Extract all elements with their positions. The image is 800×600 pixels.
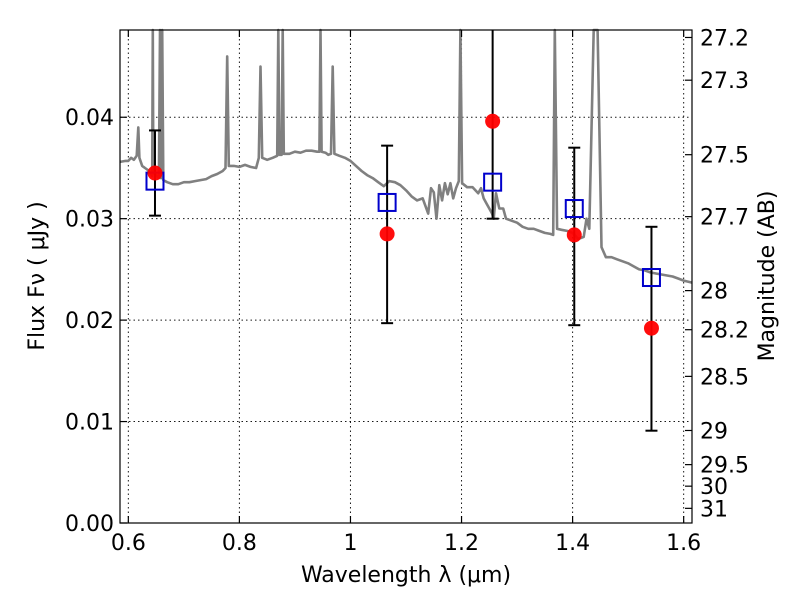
y-axis-title: Flux Fν ( μJy ) xyxy=(25,201,50,350)
circle-point xyxy=(566,227,582,243)
circle-point xyxy=(379,226,395,242)
square-point xyxy=(377,192,397,212)
model-spectrum xyxy=(119,28,693,284)
x-tick-label: 1 xyxy=(343,531,357,556)
mag-tick-label: 30 xyxy=(700,475,728,500)
mag-tick-label: 29.5 xyxy=(700,454,749,479)
spectrum-line xyxy=(119,28,693,284)
plot-frame xyxy=(119,29,693,524)
mag-tick-label: 27.3 xyxy=(700,69,749,94)
y-tick-label: 0.04 xyxy=(65,106,114,131)
data-points xyxy=(145,113,661,336)
y2-axis-title: Magnitude (AB) xyxy=(755,191,780,362)
x-tick-label: 0.6 xyxy=(111,531,146,556)
mag-tick-label: 31 xyxy=(700,497,728,522)
y-tick-label: 0.02 xyxy=(65,309,114,334)
mag-tick-label: 28.2 xyxy=(700,319,749,344)
mag-tick-label: 28.5 xyxy=(700,365,749,390)
circle-point xyxy=(643,320,659,336)
axis-ticks: 0.6 0.8 1 1.2 1.4 1.6 0.00 0.01 0.02 0.03 0.04 27.2… xyxy=(65,26,749,556)
y-tick-label: 0.03 xyxy=(65,208,114,233)
mag-tick-label: 29 xyxy=(700,419,728,444)
x-tick-label: 0.8 xyxy=(222,531,257,556)
x-tick-label: 1.4 xyxy=(555,531,590,556)
square-point xyxy=(564,199,584,219)
error-bars xyxy=(148,30,658,432)
x-tick-label: 1.6 xyxy=(666,531,701,556)
mag-tick-label: 27.2 xyxy=(700,26,749,51)
y-tick-label: 0.01 xyxy=(65,411,114,436)
square-point xyxy=(483,172,503,192)
square-point xyxy=(641,268,661,288)
mag-tick-label: 27.7 xyxy=(700,206,749,231)
mag-tick-label: 27.5 xyxy=(700,144,749,169)
circle-point xyxy=(147,165,163,181)
x-axis-title: Wavelength λ (μm) xyxy=(301,563,511,588)
grid-lines xyxy=(120,30,692,524)
mag-tick-label: 28 xyxy=(700,280,728,305)
circle-point xyxy=(485,113,501,129)
x-tick-label: 1.2 xyxy=(444,531,479,556)
y-tick-label: 0.00 xyxy=(65,512,114,537)
